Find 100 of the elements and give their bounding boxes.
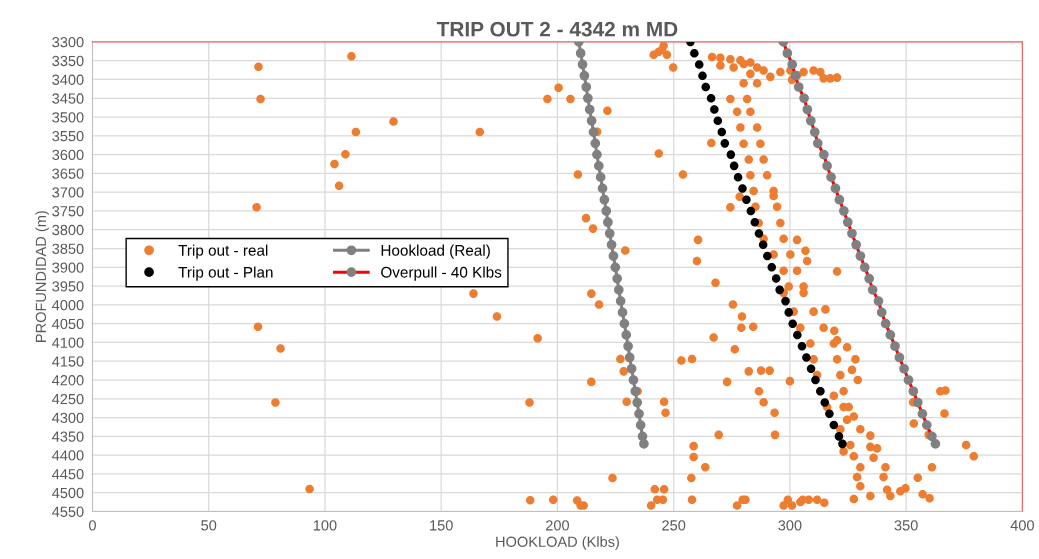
point	[726, 150, 736, 159]
point	[610, 262, 621, 273]
point	[701, 82, 711, 92]
point	[806, 364, 816, 374]
point	[781, 296, 790, 306]
y-tick-label: 4250	[52, 393, 84, 405]
point	[771, 274, 781, 283]
y-tick-label: 3300	[52, 37, 84, 48]
point	[588, 127, 599, 137]
point	[579, 70, 590, 81]
y-tick-label: 4000	[52, 299, 84, 311]
point	[575, 48, 586, 59]
point	[597, 183, 608, 194]
point	[583, 93, 593, 104]
y-tick-label: 3850	[52, 243, 84, 254]
x-tick-label: 250	[662, 520, 686, 531]
y-tick-label: 4200	[52, 375, 84, 386]
point	[754, 229, 764, 238]
point	[742, 195, 751, 204]
y-tick-label: 3600	[52, 149, 84, 161]
point	[784, 308, 794, 317]
y-tick-label: 3950	[52, 281, 84, 292]
x-tick-label: 50	[201, 520, 217, 531]
legend-label: Hookload (Real)	[381, 244, 490, 259]
y-tick-label: 3400	[52, 74, 84, 85]
x-tick-label: 150	[430, 520, 453, 531]
point	[834, 432, 844, 441]
y-axis-title: PROFUNDIDAD (m)	[35, 211, 49, 342]
y-tick-label: 4450	[52, 469, 84, 480]
point	[635, 420, 646, 430]
y-tick-label: 4400	[52, 450, 84, 461]
y-tick-label: 3550	[52, 130, 84, 142]
point	[793, 330, 802, 340]
point	[788, 319, 797, 328]
x-axis-title: HOOKLOAD (Klbs)	[496, 536, 619, 550]
point	[593, 161, 604, 171]
chart-title: TRIP OUT 2 - 4342 m MD	[436, 21, 678, 37]
point	[590, 138, 601, 149]
point	[825, 409, 834, 419]
point	[632, 397, 643, 408]
point	[634, 408, 644, 419]
y-tick-label: 3500	[52, 112, 84, 123]
point	[603, 217, 613, 228]
y-tick-label: 4550	[52, 506, 84, 517]
point	[729, 161, 739, 171]
y-tick-label: 4100	[52, 337, 84, 348]
point	[624, 352, 635, 363]
point	[604, 228, 615, 239]
x-tick-label: 0	[88, 520, 96, 531]
point	[612, 273, 623, 284]
point	[628, 375, 639, 385]
y-tick-label: 4150	[52, 356, 84, 367]
y-tick-label: 3750	[52, 206, 84, 217]
point	[738, 184, 747, 193]
point	[595, 172, 606, 183]
point	[577, 59, 588, 70]
x-tick-label: 350	[894, 520, 918, 531]
point	[820, 398, 830, 407]
y-tick-label: 4500	[52, 487, 84, 499]
point	[758, 240, 768, 250]
y-tick-label: 3350	[52, 55, 84, 67]
x-tick-label: 100	[313, 520, 337, 531]
point	[775, 285, 784, 295]
legend-label: Overpull - 40 Klbs	[381, 266, 502, 281]
point	[797, 341, 807, 351]
point	[802, 353, 811, 362]
point	[811, 375, 820, 385]
point	[606, 239, 617, 250]
point	[613, 284, 624, 295]
point	[690, 48, 699, 58]
point	[599, 194, 610, 205]
y-tick-label: 3650	[52, 168, 84, 179]
point	[746, 206, 756, 216]
point	[586, 115, 597, 126]
point	[617, 307, 628, 318]
point	[615, 296, 626, 306]
y-tick-label: 3800	[52, 224, 84, 236]
point	[720, 139, 730, 148]
y-tick-label: 3450	[52, 93, 84, 104]
point	[706, 93, 716, 103]
y-tick-label: 4350	[52, 431, 84, 442]
point	[750, 217, 760, 227]
point	[601, 206, 612, 216]
point	[838, 439, 847, 449]
legend-label: Trip out - real	[178, 244, 268, 259]
point	[717, 127, 727, 137]
point	[713, 116, 723, 126]
point	[584, 104, 595, 115]
x-tick-label: 300	[778, 520, 802, 531]
point	[608, 251, 619, 261]
point	[694, 60, 704, 69]
point	[767, 263, 777, 272]
point	[581, 82, 592, 92]
y-tick-label: 3900	[52, 262, 84, 273]
point	[710, 105, 719, 114]
point	[733, 172, 743, 182]
point	[623, 341, 633, 352]
point	[763, 251, 772, 261]
y-tick-label: 4050	[52, 318, 84, 330]
y-tick-label: 4300	[52, 412, 84, 423]
